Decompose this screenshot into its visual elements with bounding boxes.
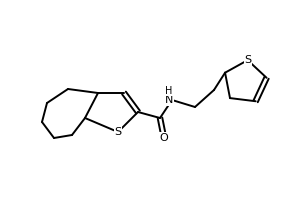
Text: O: O — [160, 133, 168, 143]
Text: H: H — [165, 86, 173, 96]
Text: N: N — [165, 95, 173, 105]
Text: S: S — [244, 55, 251, 65]
Text: S: S — [114, 127, 122, 137]
